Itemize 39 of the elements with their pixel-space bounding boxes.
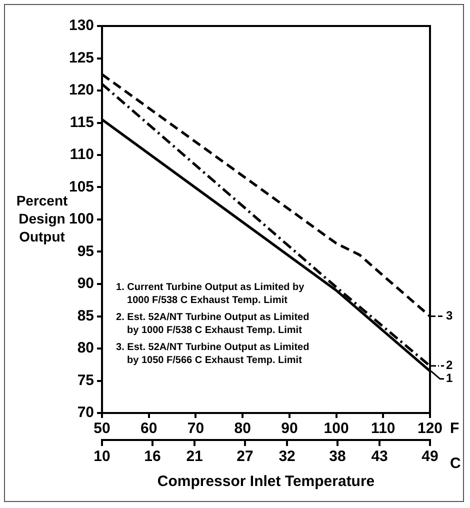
y-tick-label: 110: [70, 146, 94, 164]
x2-axis-title: C: [450, 455, 461, 472]
x-tick-label: 100: [324, 420, 349, 438]
y-tick-label: 85: [77, 307, 94, 324]
y-tick-label: 95: [77, 242, 94, 260]
y-tick-label: 130: [68, 17, 94, 34]
annotation: 3. Est. 52A/NT Turbine Output as Limited by 1050 F/566 C Exhaust Temp. Limit: [116, 342, 310, 366]
legend-label: 1: [446, 371, 453, 386]
y-tick-label: 120: [68, 82, 94, 99]
y-tick-label: 70: [77, 404, 94, 422]
x-tick-label: 50: [94, 420, 110, 438]
x2-tick-label: 32: [278, 448, 296, 466]
y-tick-label: 115: [70, 114, 94, 131]
legend-label: 2: [446, 358, 453, 372]
x2-tick-label: 27: [236, 448, 254, 466]
legend-label: 3: [446, 308, 453, 323]
x2-tick-label: 10: [94, 448, 110, 466]
x-tick-label: 70: [187, 420, 204, 438]
x2-tick-label: 43: [371, 448, 388, 466]
x2-tick-label: 38: [329, 448, 346, 466]
y-tick-label: 75: [77, 372, 94, 389]
y-tick-label: 90: [77, 275, 94, 292]
x-tick-label: 60: [140, 420, 158, 438]
y-tick-label: 100: [68, 210, 94, 228]
annotation: 2. Est. 52A/NT Turbine Output as Limited by 1000 F/538 C Exhaust Temp. Limit: [116, 312, 310, 336]
x2-tick-label: 49: [422, 448, 438, 466]
x-tick-label: 120: [417, 420, 443, 438]
x-tick-label: 90: [281, 420, 298, 438]
x-axis-title: F: [450, 420, 460, 438]
y-tick-label: 80: [77, 340, 94, 357]
y-axis-title: Percent Design Output: [16, 192, 68, 244]
text: Compressor Inlet Temperature: [157, 473, 375, 490]
x-tick-label: 110: [371, 420, 396, 438]
annotation: 1. Current Turbine Output as Limited by 1000 F/538 C Exhaust Temp. Limit: [116, 282, 305, 306]
x-tick-label: 80: [234, 420, 251, 438]
y-tick-label: 125: [68, 49, 94, 66]
x2-tick-label: 21: [186, 448, 203, 466]
y-tick-label: 105: [68, 178, 94, 196]
x2-tick-label: 16: [144, 448, 161, 466]
